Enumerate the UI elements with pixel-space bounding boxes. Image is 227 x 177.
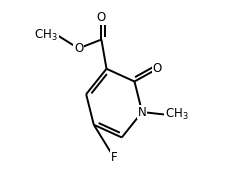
Text: O: O [74,42,83,55]
Text: O: O [153,62,162,75]
Text: O: O [97,12,106,24]
Text: CH$_3$: CH$_3$ [35,28,58,43]
Text: CH$_3$: CH$_3$ [165,107,189,122]
Text: N: N [138,105,146,119]
Text: F: F [111,151,117,164]
